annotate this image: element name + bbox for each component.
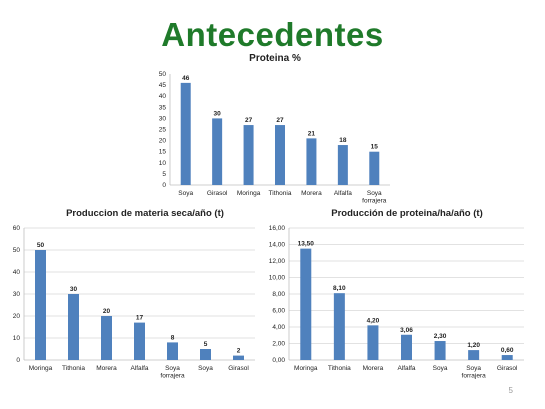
proteina-ha-bar — [501, 355, 513, 360]
proteina-ha-category-label: Soya — [433, 365, 448, 372]
materia-seca-bar — [167, 342, 178, 360]
proteina-ytick-label: 30 — [159, 115, 167, 122]
proteina-ha-bar — [300, 248, 312, 360]
materia-seca-category-label: Morera — [96, 365, 117, 372]
page-number: 5 — [508, 386, 513, 395]
proteina-data-label: 15 — [371, 144, 379, 151]
materia-seca-bar — [68, 294, 79, 360]
chart-title-proteina: Proteina % — [249, 53, 301, 64]
materia-seca-data-label: 2 — [237, 348, 241, 355]
materia-seca-ytick-label: 60 — [13, 225, 21, 232]
proteina-category-label: Morera — [301, 190, 322, 197]
proteina-ha-category-label: Alfalfa — [397, 365, 415, 372]
proteina-category-label: Alfalfa — [334, 190, 352, 197]
proteina-ha-ytick-label: 6,00 — [272, 308, 285, 315]
materia-seca-data-label: 20 — [103, 308, 111, 315]
proteina-data-label: 27 — [276, 117, 284, 124]
proteina-data-label: 30 — [214, 110, 222, 117]
materia-seca-bar — [35, 250, 46, 360]
materia-seca-category-label: Girasol — [228, 365, 249, 372]
proteina-ha-ytick-label: 12,00 — [269, 258, 286, 265]
proteina-data-label: 18 — [339, 137, 347, 144]
proteina-ha-ytick-label: 0,00 — [272, 357, 285, 364]
proteina-ha-bar — [468, 350, 480, 360]
materia-seca-category-label: Soya forrajera — [160, 365, 185, 380]
materia-seca-ytick-label: 10 — [13, 335, 21, 342]
proteina-bar — [306, 138, 317, 185]
proteina-bar — [337, 145, 348, 185]
materia-seca-category-label: Alfalfa — [130, 365, 148, 372]
chart-title-materia-seca: Produccion de materia seca/año (t) — [66, 208, 224, 219]
proteina-ha-data-label: 2,30 — [434, 333, 447, 340]
proteina-ha-data-label: 1,20 — [467, 342, 480, 349]
proteina-category-label: Soya forrajera — [362, 190, 387, 205]
proteina-ha-data-label: 13,50 — [298, 241, 315, 248]
proteina-ha-data-label: 0,60 — [501, 347, 514, 354]
proteina-ytick-label: 50 — [159, 71, 167, 78]
proteina-ha-ytick-label: 8,00 — [272, 291, 285, 298]
proteina-data-label: 46 — [182, 75, 190, 82]
chart-title-proteina-ha: Producción de proteina/ha/año (t) — [331, 208, 483, 219]
materia-seca-bar — [233, 355, 244, 360]
materia-seca-category-label: Moringa — [29, 365, 53, 372]
proteina-ha-data-label: 8,10 — [333, 285, 346, 292]
materia-seca-data-label: 30 — [70, 286, 78, 293]
proteina-category-label: Girasol — [207, 190, 228, 197]
materia-seca-data-label: 8 — [171, 334, 175, 341]
materia-seca-ytick-label: 40 — [13, 269, 21, 276]
proteina-ha-data-label: 3,06 — [400, 327, 413, 334]
proteina-bar — [243, 125, 254, 185]
proteina-ytick-label: 15 — [159, 149, 167, 156]
proteina-ha-bar — [367, 325, 379, 360]
proteina-ha-ytick-label: 4,00 — [272, 324, 285, 331]
proteina-ha-bar — [333, 293, 345, 360]
proteina-category-label: Soya — [178, 190, 193, 197]
materia-seca-category-label: Tithonia — [62, 365, 85, 372]
proteina-ha-category-label: Moringa — [294, 365, 318, 372]
materia-seca-data-label: 50 — [37, 242, 45, 249]
proteina-bar — [369, 151, 380, 185]
proteina-bar — [212, 118, 223, 185]
proteina-ha-category-label: Soya forrajera — [462, 365, 487, 380]
proteina-ha-bar — [401, 334, 412, 360]
proteina-ytick-label: 20 — [159, 138, 167, 145]
proteina-category-label: Tithonia — [269, 190, 292, 197]
proteina-ytick-label: 35 — [159, 104, 167, 111]
proteina-ytick-label: 5 — [162, 171, 166, 178]
materia-seca-bar — [200, 349, 211, 360]
slide-title: Antecedentes — [161, 16, 384, 53]
proteina-ha-category-label: Girasol — [497, 365, 518, 372]
proteina-bar — [180, 82, 191, 185]
materia-seca-bar — [134, 322, 145, 360]
materia-seca-ytick-label: 30 — [13, 291, 21, 298]
proteina-ytick-label: 0 — [162, 182, 166, 189]
proteina-data-label: 21 — [308, 130, 316, 137]
proteina-ha-category-label: Morera — [363, 365, 384, 372]
materia-seca-data-label: 17 — [136, 315, 144, 322]
proteina-ytick-label: 10 — [159, 160, 167, 167]
proteina-ytick-label: 45 — [159, 82, 167, 89]
materia-seca-ytick-label: 20 — [13, 313, 21, 320]
proteina-ytick-label: 25 — [159, 127, 167, 134]
proteina-data-label: 27 — [245, 117, 253, 124]
proteina-ha-category-label: Tithonia — [328, 365, 351, 372]
proteina-ha-bar — [434, 341, 446, 360]
materia-seca-data-label: 5 — [204, 341, 208, 348]
materia-seca-ytick-label: 0 — [16, 357, 20, 364]
proteina-category-label: Moringa — [237, 190, 261, 197]
proteina-ha-ytick-label: 14,00 — [269, 242, 286, 249]
proteina-ytick-label: 40 — [159, 93, 167, 100]
proteina-ha-ytick-label: 16,00 — [269, 225, 286, 232]
proteina-ha-ytick-label: 2,00 — [272, 341, 285, 348]
proteina-ha-ytick-label: 10,00 — [269, 275, 286, 282]
proteina-ha-data-label: 4,20 — [367, 317, 380, 324]
proteina-bar — [275, 125, 285, 185]
materia-seca-bar — [101, 316, 112, 360]
materia-seca-category-label: Soya — [198, 365, 213, 372]
materia-seca-ytick-label: 50 — [13, 247, 21, 254]
